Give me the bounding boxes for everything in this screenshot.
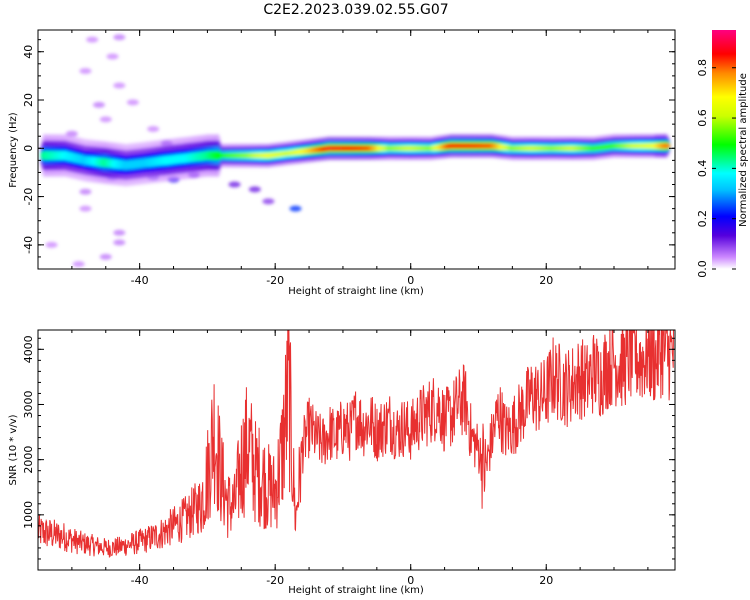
heatmap-blob-25 xyxy=(72,261,85,268)
heatmap-blob-0 xyxy=(86,36,99,43)
snr-series-line xyxy=(38,330,674,558)
spectrogram-panel: -40 -20 0 20 -40 -20 0 20 40 Height of straight … xyxy=(8,29,676,297)
heatmap-blob-8 xyxy=(147,125,160,132)
spectrogram-ytick-label: 40 xyxy=(22,45,35,59)
snr-xtick-label: -40 xyxy=(131,574,149,587)
heatmap-cell xyxy=(661,143,671,149)
colorbar-gradient xyxy=(712,30,736,269)
colorbar-tick-label: 0.8 xyxy=(696,59,709,77)
snr-ytick-label: 2000 xyxy=(22,446,35,474)
spectrogram-xlabel: Height of straight line (km) xyxy=(288,286,424,297)
snr-frame xyxy=(37,329,676,571)
colorbar-label: Normalized spectral amplitude xyxy=(738,73,749,227)
heatmap-blob-17 xyxy=(248,186,261,193)
snr-ytick-label: 4000 xyxy=(22,335,35,363)
heatmap-blob-16 xyxy=(228,181,241,188)
heatmap-blob-20 xyxy=(79,188,92,195)
heatmap-blob-21 xyxy=(79,205,92,212)
snr-xlabel: Height of straight line (km) xyxy=(288,585,424,596)
heatmap-blob-19 xyxy=(289,205,302,212)
spectrogram-ytick-label: 20 xyxy=(22,93,35,107)
snr-xtick-label: 20 xyxy=(539,574,553,587)
spectrogram-xtick-label: -20 xyxy=(266,274,284,287)
snr-ylabel: SNR (10 * v/v) xyxy=(8,414,19,485)
heatmap-layer xyxy=(40,34,671,268)
colorbar-tick-label: 0.4 xyxy=(696,160,709,178)
spectrogram-ticks: -40 -20 0 20 -40 -20 0 20 40 xyxy=(22,30,675,287)
colorbar-tick-label: 0.0 xyxy=(696,260,709,278)
snr-ytick-label: 3000 xyxy=(22,390,35,418)
heatmap-blob-6 xyxy=(126,99,139,106)
heatmap-blob-23 xyxy=(113,239,126,246)
spectrogram-xtick-label: 0 xyxy=(407,274,414,287)
heatmap-blob-3 xyxy=(79,68,92,75)
snr-panel: -40 -20 0 20 1000 2000 3000 4000 Height of stra… xyxy=(8,329,676,596)
colorbar: 0.0 0.2 0.4 0.6 0.8 Normalized spectral ampl… xyxy=(696,30,749,278)
figure-title: C2E2.2023.039.02.55.G07 xyxy=(263,2,448,18)
heatmap-blob-4 xyxy=(113,82,126,89)
heatmap-blob-7 xyxy=(99,116,112,123)
colorbar-ticks: 0.0 0.2 0.4 0.6 0.8 xyxy=(696,59,736,278)
snr-xtick-label: -20 xyxy=(266,574,284,587)
heatmap-blob-2 xyxy=(106,53,119,60)
spectrogram-xtick-label: -40 xyxy=(131,274,149,287)
colorbar-tick-label: 0.6 xyxy=(696,109,709,127)
spectrogram-ytick-label: -40 xyxy=(22,236,35,254)
heatmap-blob-5 xyxy=(92,101,105,108)
heatmap-blob-22 xyxy=(113,229,126,236)
heatmap-blob-24 xyxy=(99,253,112,260)
spectrogram-ytick-label: -20 xyxy=(22,188,35,206)
snr-ticks: -40 -20 0 20 1000 2000 3000 4000 xyxy=(22,330,675,587)
heatmap-blob-1 xyxy=(113,34,126,41)
colorbar-tick-label: 0.2 xyxy=(696,210,709,228)
spectrogram-xtick-label: 20 xyxy=(539,274,553,287)
heatmap-blob-26 xyxy=(45,241,58,248)
spectrogram-frame xyxy=(37,29,676,270)
spectrogram-ytick-label: 0 xyxy=(22,145,35,152)
heatmap-blob-18 xyxy=(262,198,275,205)
snr-ytick-label: 1000 xyxy=(22,501,35,529)
spectrogram-ylabel: Frequency (Hz) xyxy=(8,112,19,188)
snr-xtick-label: 0 xyxy=(407,574,414,587)
